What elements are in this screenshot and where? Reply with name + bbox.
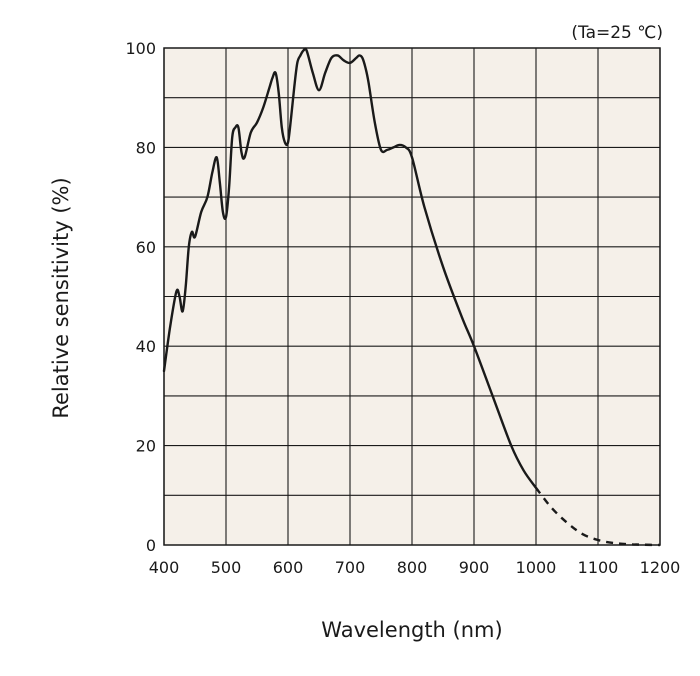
y-axis-label: Relative sensitivity (%): [49, 177, 73, 418]
y-tick-label: 100: [125, 39, 156, 58]
x-tick-label: 500: [211, 558, 242, 577]
x-tick-label: 700: [335, 558, 366, 577]
y-tick-label: 0: [146, 536, 156, 555]
x-tick-label: 600: [273, 558, 304, 577]
temperature-annotation: (Ta=25 ℃): [571, 23, 663, 43]
y-tick-label: 20: [136, 437, 156, 456]
x-tick-label: 400: [149, 558, 180, 577]
x-tick-label: 1100: [578, 558, 619, 577]
y-tick-label: 80: [136, 138, 156, 157]
x-tick-label: 1000: [516, 558, 557, 577]
x-tick-label: 800: [397, 558, 428, 577]
x-tick-label: 900: [459, 558, 490, 577]
x-tick-label: 1200: [640, 558, 681, 577]
series-line-measured: [162, 47, 538, 490]
y-tick-label: 60: [136, 238, 156, 257]
y-tick-label: 40: [136, 337, 156, 356]
data-series: [162, 47, 661, 547]
tick-labels: 400 500 600 700 800 900 1000 1100 1200 0 20 40 60 80 1…: [125, 39, 680, 577]
x-axis-label: Wavelength (nm): [321, 618, 502, 642]
series-line-extrapolated: [535, 487, 661, 547]
plot-frame: [163, 47, 661, 546]
